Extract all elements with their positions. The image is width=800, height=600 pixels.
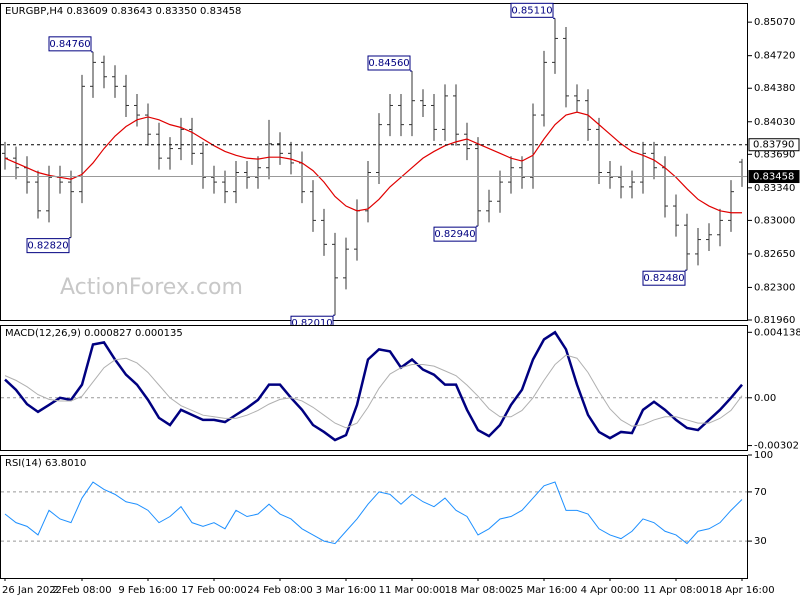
x-tick-label: 17 Feb 00:00	[181, 585, 247, 596]
x-tick-label: 9 Feb 16:00	[118, 585, 177, 596]
watermark: ActionForex.com	[60, 275, 243, 300]
x-tick-label: 11 Mar 00:00	[379, 585, 446, 596]
pane-frame	[0, 455, 748, 579]
annotation-box	[26, 238, 70, 254]
y-tick-label: 100	[754, 450, 773, 461]
y-tick-label: -0.00302	[754, 441, 799, 452]
annotation-label: 0.82820	[27, 241, 68, 252]
y-tick-label: 0.004138	[754, 327, 800, 338]
annotation-box	[433, 226, 477, 242]
y-tick-label: 0.84720	[754, 51, 795, 62]
annotation-label: 0.84560	[368, 58, 409, 69]
x-tick-label: 3 Mar 16:00	[316, 585, 376, 596]
x-tick-label: 18 Mar 08:00	[445, 585, 512, 596]
annotation-box	[48, 36, 92, 52]
x-tick-label: 4 Apr 00:00	[581, 585, 640, 596]
y-tick-label: 0.00	[754, 393, 776, 404]
pane-frame	[0, 325, 748, 451]
annotation-label: 0.85110	[511, 5, 552, 16]
pane-title: EURGBP,H4 0.83609 0.83643 0.83350 0.8345…	[5, 6, 241, 17]
y-tick-label: 0.83340	[754, 183, 795, 194]
y-tick-label: 0.84030	[754, 117, 795, 128]
series-line	[4, 330, 743, 442]
series-line	[4, 481, 743, 545]
y-tick-label: 70	[754, 487, 767, 498]
pane-title: RSI(14) 63.8010	[5, 458, 86, 469]
y-tick-label: 0.81960	[754, 315, 795, 326]
x-tick-label: 2 Feb 08:00	[52, 585, 111, 596]
y-tick-label: 0.82650	[754, 249, 795, 260]
annotation-box	[367, 55, 411, 71]
price-tag-label: 0.83790	[753, 140, 794, 151]
annotation-box	[510, 2, 554, 18]
annotation-label: 0.82940	[434, 229, 475, 240]
y-tick-label: 0.84380	[754, 83, 795, 94]
y-tick-label: 0.85070	[754, 17, 795, 28]
y-tick-label: 30	[754, 536, 767, 547]
price-tag	[748, 170, 800, 184]
price-tag	[748, 138, 800, 152]
pane-frame	[0, 3, 748, 321]
y-tick-label: 0.82300	[754, 282, 795, 293]
moving-average	[4, 111, 742, 214]
y-tick-label: 0.83690	[754, 149, 795, 160]
y-tick-label: 0.83000	[754, 215, 795, 226]
pane-title: MACD(12,26,9) 0.000827 0.000135	[5, 328, 183, 339]
price-tag-label: 0.83458	[753, 172, 794, 183]
annotation-label: 0.82010	[291, 318, 332, 329]
x-tick-label: 25 Mar 16:00	[511, 585, 578, 596]
series-line	[4, 354, 743, 429]
annotation-label: 0.82480	[643, 273, 684, 284]
x-tick-label: 24 Feb 08:00	[247, 585, 313, 596]
annotation-label: 0.84760	[49, 39, 90, 50]
x-tick-label: 26 Jan 2022	[2, 585, 62, 596]
annotation-box	[642, 270, 686, 286]
x-tick-label: 11 Apr 08:00	[643, 585, 708, 596]
x-tick-label: 18 Apr 16:00	[709, 585, 774, 596]
